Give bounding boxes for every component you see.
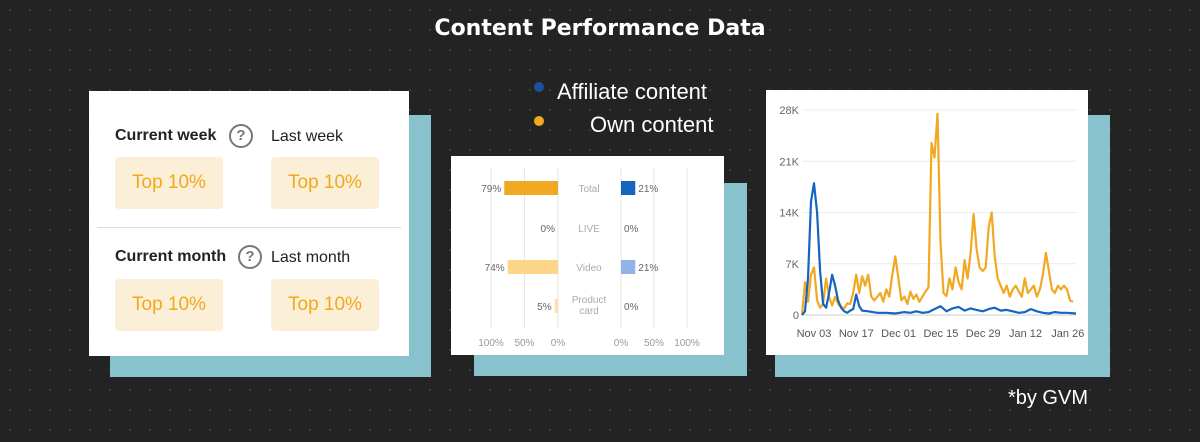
category-label: Total [578,184,599,195]
last-month-badge: Top 10% [271,279,379,331]
category-label: LIVE [578,224,600,235]
current-week-label: Current week [115,127,217,144]
own-legend-label: Own content [590,112,714,137]
x-tick-label: Jan 12 [1009,328,1042,340]
affiliate-legend-dot [534,82,544,92]
own-bar [507,260,558,274]
x-tick-label: Dec 01 [881,328,916,340]
x-tick-label: Nov 17 [839,328,874,340]
category-label: Product [572,295,607,306]
affiliate-bar [621,260,636,274]
line-chart-card: 0 7K 14K 21K 28K Nov 03 Nov 17 Dec 01 Dec 15 Dec … [766,90,1088,355]
own-value-label: 79% [481,184,501,195]
current-month-label: Current month [115,248,227,265]
help-icon[interactable]: ? [238,245,262,269]
bar-chart-card: 100% 50% 0% 0% 50% 100% 79% 21% Total 0% 0% LIVE 74%… [451,156,724,355]
own-bar [554,299,558,313]
category-label: Video [576,263,602,274]
own-legend-dot [534,116,544,126]
affiliate-legend-label: Affiliate content [557,79,708,104]
divider [97,227,401,228]
affiliate-value-label: 0% [624,302,639,313]
affiliate-value-label: 21% [638,184,658,195]
help-icon[interactable]: ? [229,124,253,148]
own-content-line [800,112,1074,316]
current-week-badge: Top 10% [115,157,223,209]
own-value-label: 5% [537,302,552,313]
own-value-label: 74% [485,263,505,274]
x-tick-label: 100% [674,338,700,349]
affiliate-value-label: 21% [638,263,658,274]
affiliate-content-line [801,182,1077,316]
x-tick-label: Jan 26 [1051,328,1084,340]
bar-chart: 100% 50% 0% 0% 50% 100% 79% 21% Total 0% 0% LIVE 74%… [478,168,700,349]
category-label: card [579,306,598,317]
last-week-badge: Top 10% [271,157,379,209]
affiliate-bar [621,181,636,195]
x-tick-label: 0% [614,338,629,349]
current-month-badge: Top 10% [115,279,223,331]
affiliate-value-label: 0% [624,224,639,235]
x-tick-label: 100% [478,338,504,349]
x-tick-label: Dec 29 [966,328,1001,340]
y-tick-label: 14K [779,208,799,220]
y-tick-label: 21K [779,156,799,168]
page-title: Content Performance Data [434,16,766,41]
y-tick-label: 28K [779,105,799,117]
y-tick-label: 0 [793,310,799,322]
own-value-label: 0% [541,224,556,235]
own-bar [504,181,558,195]
x-tick-label: 0% [551,338,566,349]
rank-card: Current week ? Last week Top 10% Top 10%… [89,91,409,356]
x-tick-label: 50% [644,338,664,349]
last-month-label: Last month [271,249,351,266]
line-chart: 0 7K 14K 21K 28K Nov 03 Nov 17 Dec 01 Dec 15 Dec … [779,105,1084,340]
footnote: *by GVM [1007,387,1088,409]
last-week-label: Last week [271,128,344,145]
x-tick-label: 50% [514,338,534,349]
x-tick-label: Dec 15 [923,328,958,340]
x-tick-label: Nov 03 [797,328,832,340]
y-tick-label: 7K [786,259,800,271]
